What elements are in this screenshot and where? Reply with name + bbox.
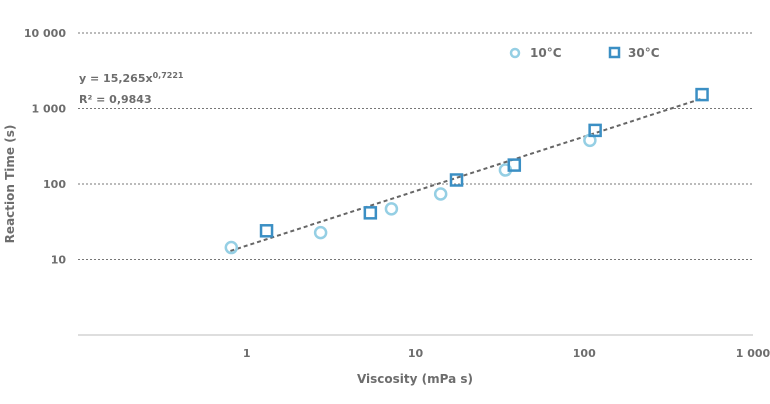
y-tick-label: 100 <box>43 178 66 191</box>
legend-marker-30c <box>608 46 621 59</box>
legend: 10°C 30°C <box>509 46 660 60</box>
x-tick-labels: 1 10 100 1 000 <box>243 347 770 360</box>
equation-base: y = 15,265x <box>79 72 153 85</box>
point-30c <box>695 87 709 102</box>
legend-label-30c: 30°C <box>628 46 660 60</box>
point-30c <box>507 158 522 172</box>
trendline <box>230 97 703 252</box>
point-30c <box>259 224 274 238</box>
y-tick-label: 1 000 <box>32 103 67 116</box>
r-squared-label: R² = 0,9843 <box>79 93 152 106</box>
y-tick-label: 10 000 <box>24 27 66 40</box>
legend-label-10c: 10°C <box>530 46 562 60</box>
point-10c <box>433 187 448 201</box>
x-tick-label: 100 <box>573 347 596 360</box>
point-30c <box>588 123 602 138</box>
y-tick-label: 10 <box>51 254 67 267</box>
x-axis-label: Viscosity (mPa s) <box>357 372 473 386</box>
x-tick-label: 10 <box>408 347 424 360</box>
x-tick-label: 1 <box>243 347 251 360</box>
y-axis-label: Reaction Time (s) <box>3 125 17 244</box>
point-10c <box>313 225 328 240</box>
point-10c <box>384 202 399 216</box>
point-30c <box>449 173 464 187</box>
data-points <box>224 87 709 255</box>
x-tick-label: 1 000 <box>736 347 770 360</box>
gridlines <box>78 32 753 260</box>
point-10c <box>224 240 239 255</box>
y-tick-labels: 10 100 1 000 10 000 <box>24 27 66 267</box>
point-30c <box>363 206 378 220</box>
equation-exponent: 0,7221 <box>153 71 184 80</box>
legend-marker-10c <box>509 47 521 59</box>
trendline-equation: y = 15,265x0,7221 <box>79 71 184 85</box>
